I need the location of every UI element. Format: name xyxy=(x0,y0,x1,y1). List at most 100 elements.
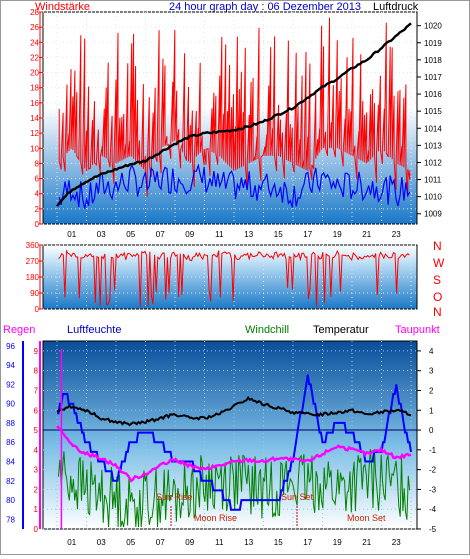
legend-luftfeuchte: Luftfeuchte xyxy=(67,324,121,336)
y-tick-label-rain: 8 xyxy=(34,367,39,376)
y-tick-label-humidity: 88 xyxy=(6,419,15,428)
y-tick-label-wind: 2 xyxy=(35,205,40,214)
y-tick-label-rain: 0 xyxy=(34,525,39,534)
y-tick-label-wind: 12 xyxy=(30,129,39,138)
x-tick-label: 15 xyxy=(274,230,283,239)
direction-o: O xyxy=(433,290,442,304)
x-tick-label: 05 xyxy=(126,230,135,239)
y-tick-label-pressure: 1009 xyxy=(424,210,442,219)
annotation-sun-set: Sun Set xyxy=(281,492,314,502)
y-tick-label-pressure: 1013 xyxy=(424,141,442,150)
x-tick-label: 11 xyxy=(215,538,224,547)
y-tick-label-humidity: 80 xyxy=(6,496,15,505)
y-tick-label-temperature: 4 xyxy=(429,347,434,356)
y-tick-label-wind: 16 xyxy=(30,99,39,108)
y-tick-label-temperature: 1 xyxy=(429,406,434,415)
y-tick-label-humidity: 92 xyxy=(6,380,15,389)
y-tick-label-rain: 7 xyxy=(34,386,39,395)
panel3-series xyxy=(56,349,412,529)
y-tick-label-pressure: 1012 xyxy=(424,158,442,167)
direction-n-bottom: N xyxy=(433,305,442,319)
header-left-title: Windstärke xyxy=(35,1,90,13)
y-tick-label-temperature: -1 xyxy=(429,446,437,455)
panel1-series xyxy=(56,17,412,209)
x-tick-label: 05 xyxy=(126,538,135,547)
legend-regen: Regen xyxy=(3,324,35,336)
y-tick-label-wind: 10 xyxy=(30,144,39,153)
y-tick-label-rain: 4 xyxy=(34,446,39,455)
series-temperatur xyxy=(57,395,412,427)
legend-taupunkt: Taupunkt xyxy=(395,324,440,336)
panel1-right-axis: 1009 1010 1011 1012 1013 1014 1015 1016 1017 1018… xyxy=(417,22,442,219)
y-tick-label-pressure: 1010 xyxy=(424,193,442,202)
series-windstaerke xyxy=(58,17,411,197)
annotation-moon-rise: Moon Rise xyxy=(194,513,237,523)
x-tick-label: 07 xyxy=(156,230,165,239)
x-tick-label: 07 xyxy=(156,538,165,547)
y-tick-label-temperature: -5 xyxy=(429,525,437,534)
direction-w: W xyxy=(433,256,445,270)
series-luftfeuchte xyxy=(57,374,412,511)
legend-temperatur: Temperatur xyxy=(313,324,369,336)
y-tick-label-humidity: 82 xyxy=(6,477,15,486)
y-tick-label-pressure: 1016 xyxy=(424,90,442,99)
header-center-title: 24 hour graph day : 06 Dezember 2013 xyxy=(169,1,361,13)
panel-wind-direction: 0 90 180 270 360 N W S O N xyxy=(26,239,445,319)
x-tick-label: 19 xyxy=(333,230,342,239)
y-tick-label-pressure: 1014 xyxy=(424,124,442,133)
x-tick-label: 17 xyxy=(303,230,312,239)
series-windchill xyxy=(58,448,411,528)
x-tick-label: 03 xyxy=(97,230,106,239)
y-tick-label-temperature: -3 xyxy=(429,485,437,494)
y-tick-label-wind: 20 xyxy=(30,69,39,78)
x-tick-label: 21 xyxy=(362,230,371,239)
y-tick-label-direction: 360 xyxy=(26,241,40,250)
y-tick-label-wind: 24 xyxy=(30,38,39,47)
x-tick-label: 09 xyxy=(185,230,194,239)
x-tick-label: 21 xyxy=(362,538,371,547)
y-tick-label-wind: 26 xyxy=(30,23,39,32)
y-tick-label-direction: 270 xyxy=(26,257,40,266)
direction-n-top: N xyxy=(433,239,442,253)
y-tick-label-wind: 18 xyxy=(30,84,39,93)
y-tick-label-pressure: 1020 xyxy=(424,22,442,31)
panel2-direction-labels: N W S O N xyxy=(433,239,445,319)
x-tick-label: 11 xyxy=(215,230,224,239)
y-tick-label-humidity: 84 xyxy=(6,458,15,467)
panel2-left-axis: 0 90 180 270 360 xyxy=(26,241,43,314)
y-tick-label-wind: 14 xyxy=(30,114,39,123)
x-tick-label: 13 xyxy=(244,538,253,547)
panel3-x-axis: 01 03 05 07 09 11 13 15 17 19 21 23 xyxy=(67,538,401,547)
x-tick-label: 03 xyxy=(97,538,106,547)
direction-s: S xyxy=(433,273,441,287)
y-tick-label-humidity: 78 xyxy=(6,515,15,524)
x-tick-label: 01 xyxy=(67,538,76,547)
y-tick-label-pressure: 1015 xyxy=(424,107,442,116)
x-tick-label: 17 xyxy=(303,538,312,547)
y-tick-label-rain: 9 xyxy=(34,347,39,356)
y-tick-label-temperature: 2 xyxy=(429,386,434,395)
y-tick-label-temperature: 3 xyxy=(429,367,434,376)
y-tick-label-pressure: 1018 xyxy=(424,56,442,65)
panel2-series xyxy=(58,249,410,307)
y-tick-label-wind: 28 xyxy=(30,8,39,17)
y-tick-label-direction: 180 xyxy=(26,273,40,282)
y-tick-label-pressure: 1017 xyxy=(424,73,442,82)
y-tick-label-pressure: 1019 xyxy=(424,39,442,48)
y-tick-label-wind: 8 xyxy=(35,159,40,168)
y-tick-label-rain: 3 xyxy=(34,466,39,475)
series-luftdruck xyxy=(56,22,412,207)
y-tick-label-rain: 5 xyxy=(34,426,39,435)
y-tick-label-rain: 6 xyxy=(34,406,39,415)
legend-windchill: Windchill xyxy=(245,324,289,336)
y-tick-label-humidity: 94 xyxy=(6,361,15,370)
panel3-rain-axis: 0 1 2 3 4 5 6 7 8 9 xyxy=(34,341,41,534)
annotation-moon-set: Moon Set xyxy=(347,513,386,523)
series-wind-blue xyxy=(58,163,411,209)
x-tick-label: 19 xyxy=(333,538,342,547)
y-tick-label-temperature: -2 xyxy=(429,466,437,475)
y-tick-label-temperature: 0 xyxy=(429,426,434,435)
